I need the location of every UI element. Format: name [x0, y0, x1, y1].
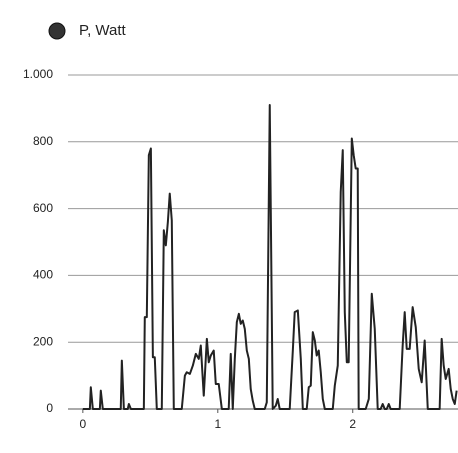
x-tick-label: 2 [349, 417, 356, 431]
y-tick-label: 800 [33, 134, 53, 148]
line [82, 104, 458, 410]
legend-label: P, Watt [79, 22, 127, 39]
y-tick-label: 400 [33, 268, 53, 282]
y-tick-label: 200 [33, 334, 53, 348]
y-tick-label: 0 [46, 401, 53, 415]
x-tick-label: 1 [214, 417, 221, 431]
x-tick-label: 0 [80, 417, 87, 431]
y-tick-label: 1.000 [23, 67, 53, 81]
legend-marker [48, 22, 66, 40]
y-tick-label: 600 [33, 201, 53, 215]
